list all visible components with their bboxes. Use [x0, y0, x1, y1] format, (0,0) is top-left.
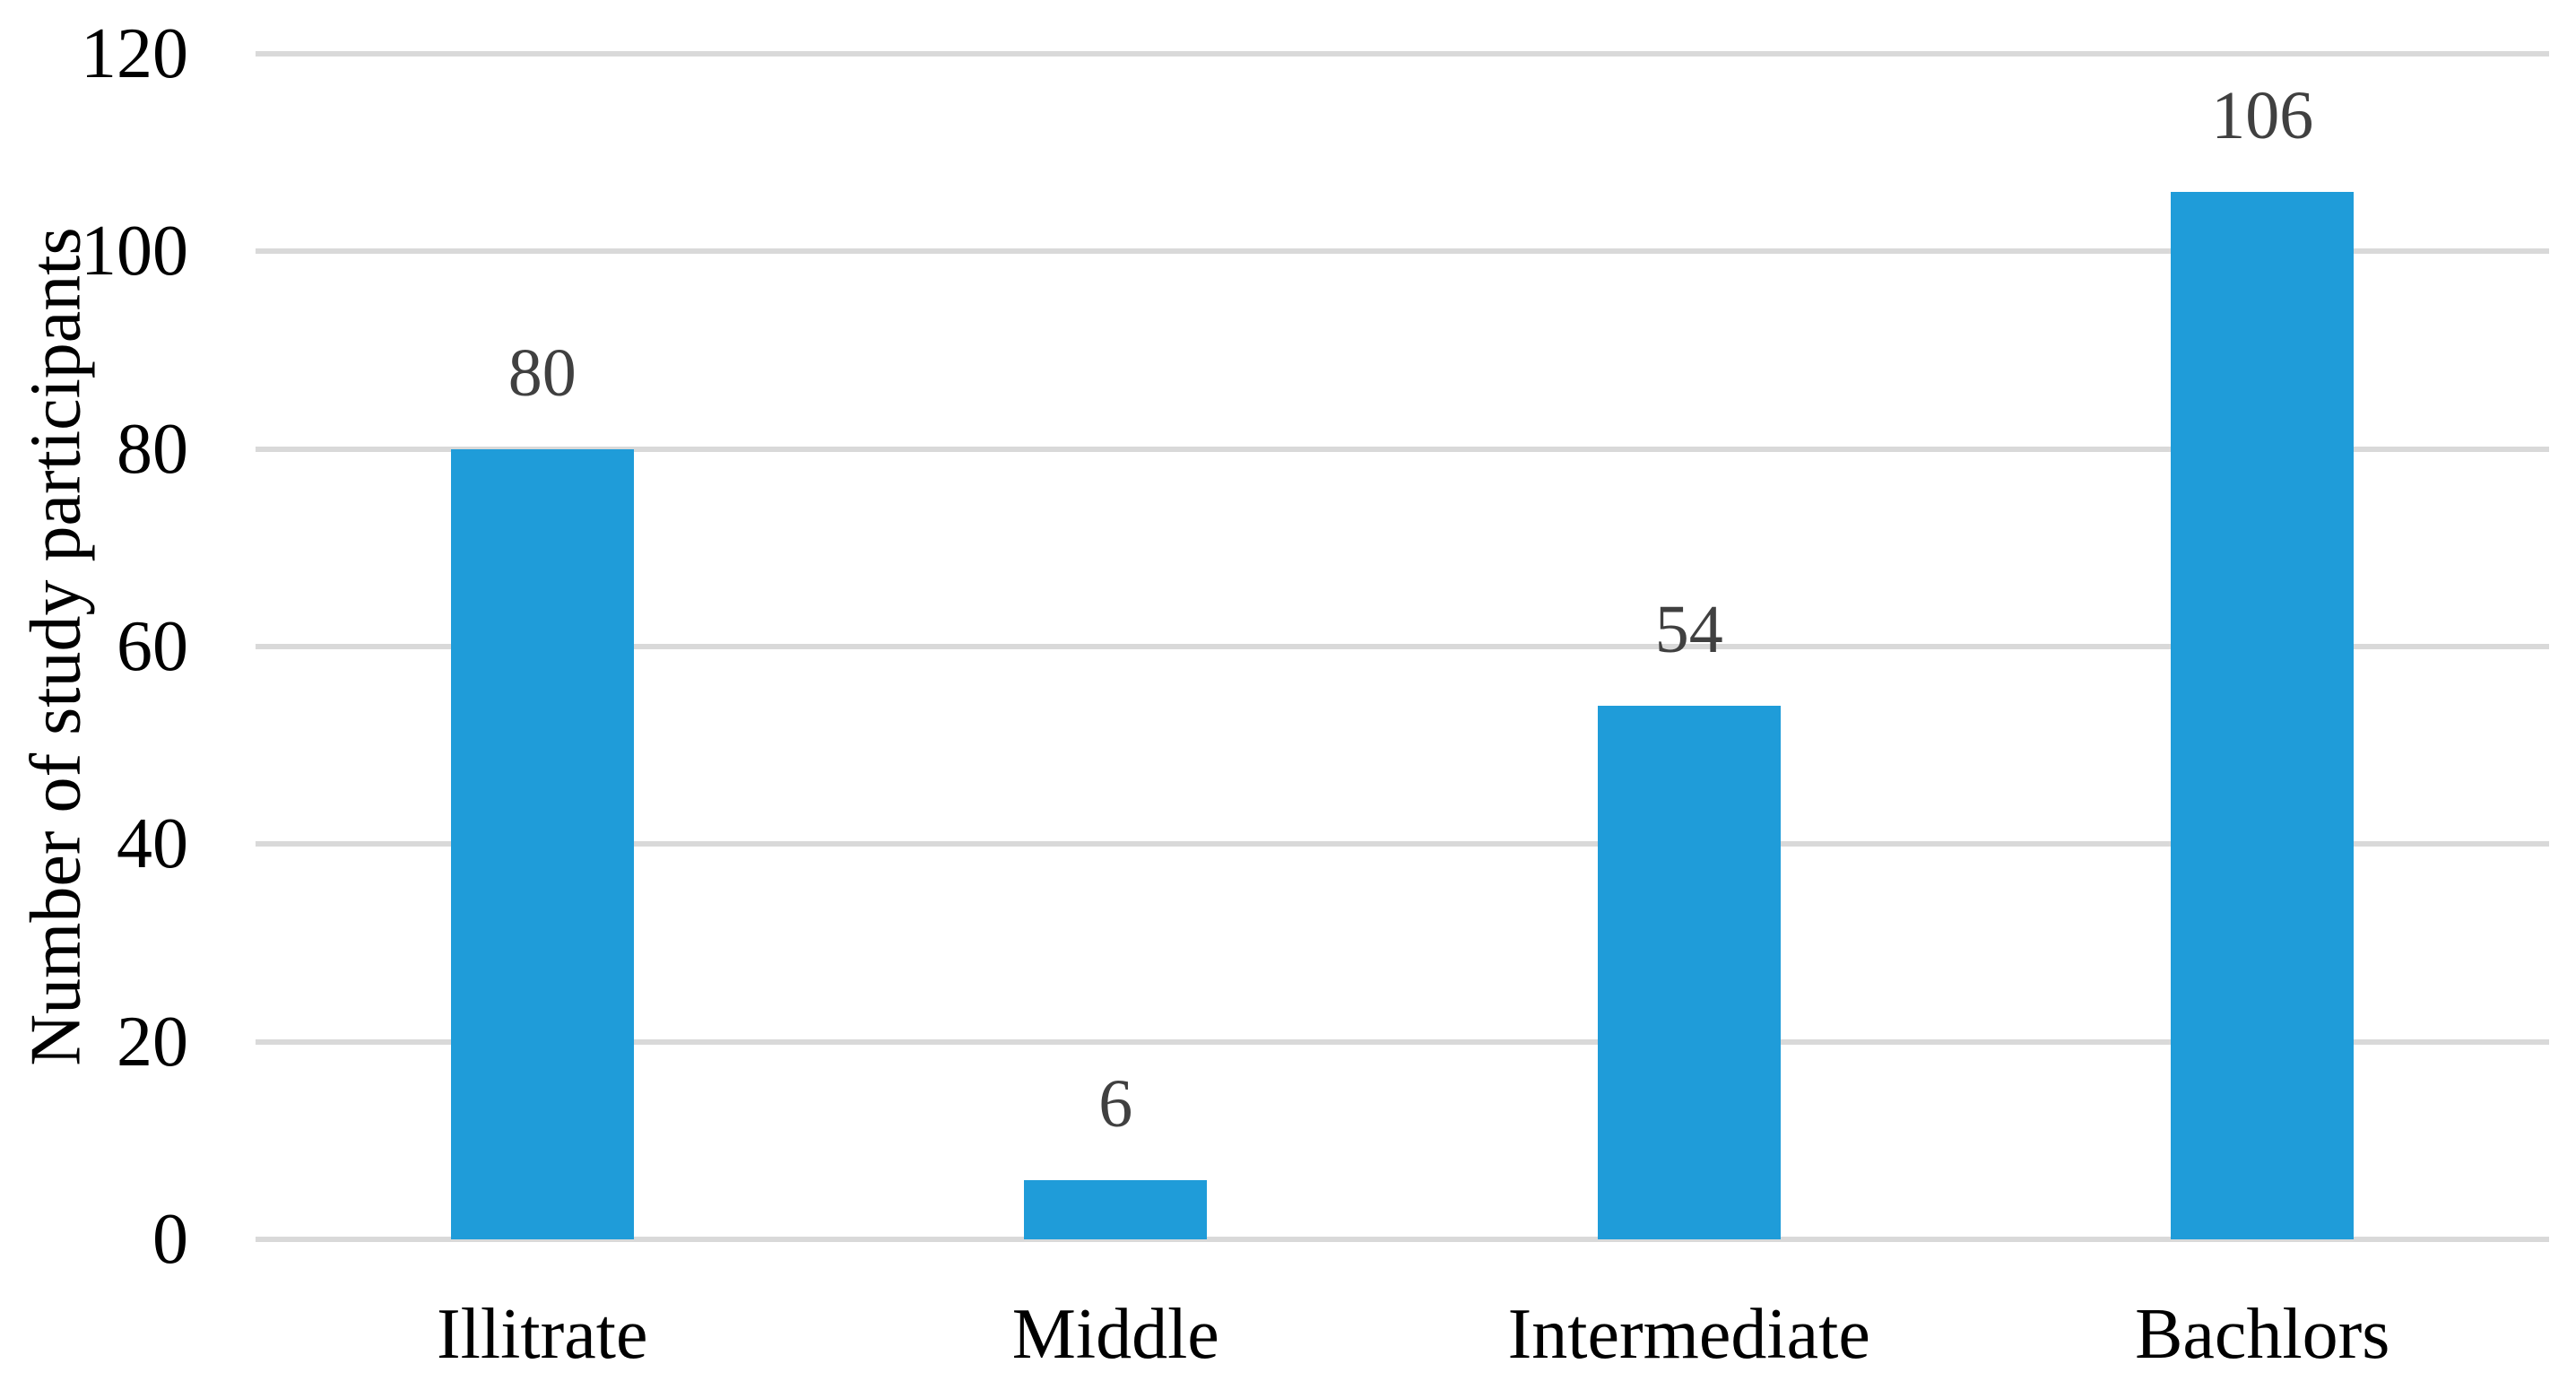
gridline-y40 [256, 841, 2549, 847]
bar-bachlors [2171, 192, 2355, 1239]
gridline-y80 [256, 446, 2549, 452]
x-category-label-middle: Middle [1011, 1295, 1219, 1374]
gridline-y120 [256, 51, 2549, 56]
gridline-y20 [256, 1038, 2549, 1045]
y-tick-label-20: 20 [117, 1002, 188, 1082]
bar-value-label-intermediate: 54 [1654, 592, 1723, 668]
bar-middle [1024, 1179, 1208, 1239]
y-tick-label-100: 100 [81, 212, 188, 291]
y-tick-label-60: 60 [117, 607, 188, 686]
bar-intermediate [1597, 706, 1781, 1239]
gridline-y0 [256, 1237, 2549, 1242]
y-tick-label-0: 0 [152, 1200, 188, 1279]
y-tick-label-120: 120 [81, 14, 188, 93]
x-category-label-bachlors: Bachlors [2135, 1295, 2390, 1374]
bar-illitrate [450, 448, 634, 1239]
gridline-y60 [256, 644, 2549, 649]
bar-value-label-bachlors: 106 [2211, 78, 2314, 154]
x-category-label-illitrate: Illitrate [437, 1295, 648, 1374]
y-tick-label-80: 80 [117, 409, 188, 489]
bar-value-label-middle: 6 [1098, 1065, 1133, 1142]
x-category-label-intermediate: Intermediate [1507, 1295, 1870, 1374]
y-tick-label-40: 40 [117, 804, 188, 884]
gridline-y100 [256, 248, 2549, 255]
bar-value-label-illitrate: 80 [507, 334, 577, 411]
